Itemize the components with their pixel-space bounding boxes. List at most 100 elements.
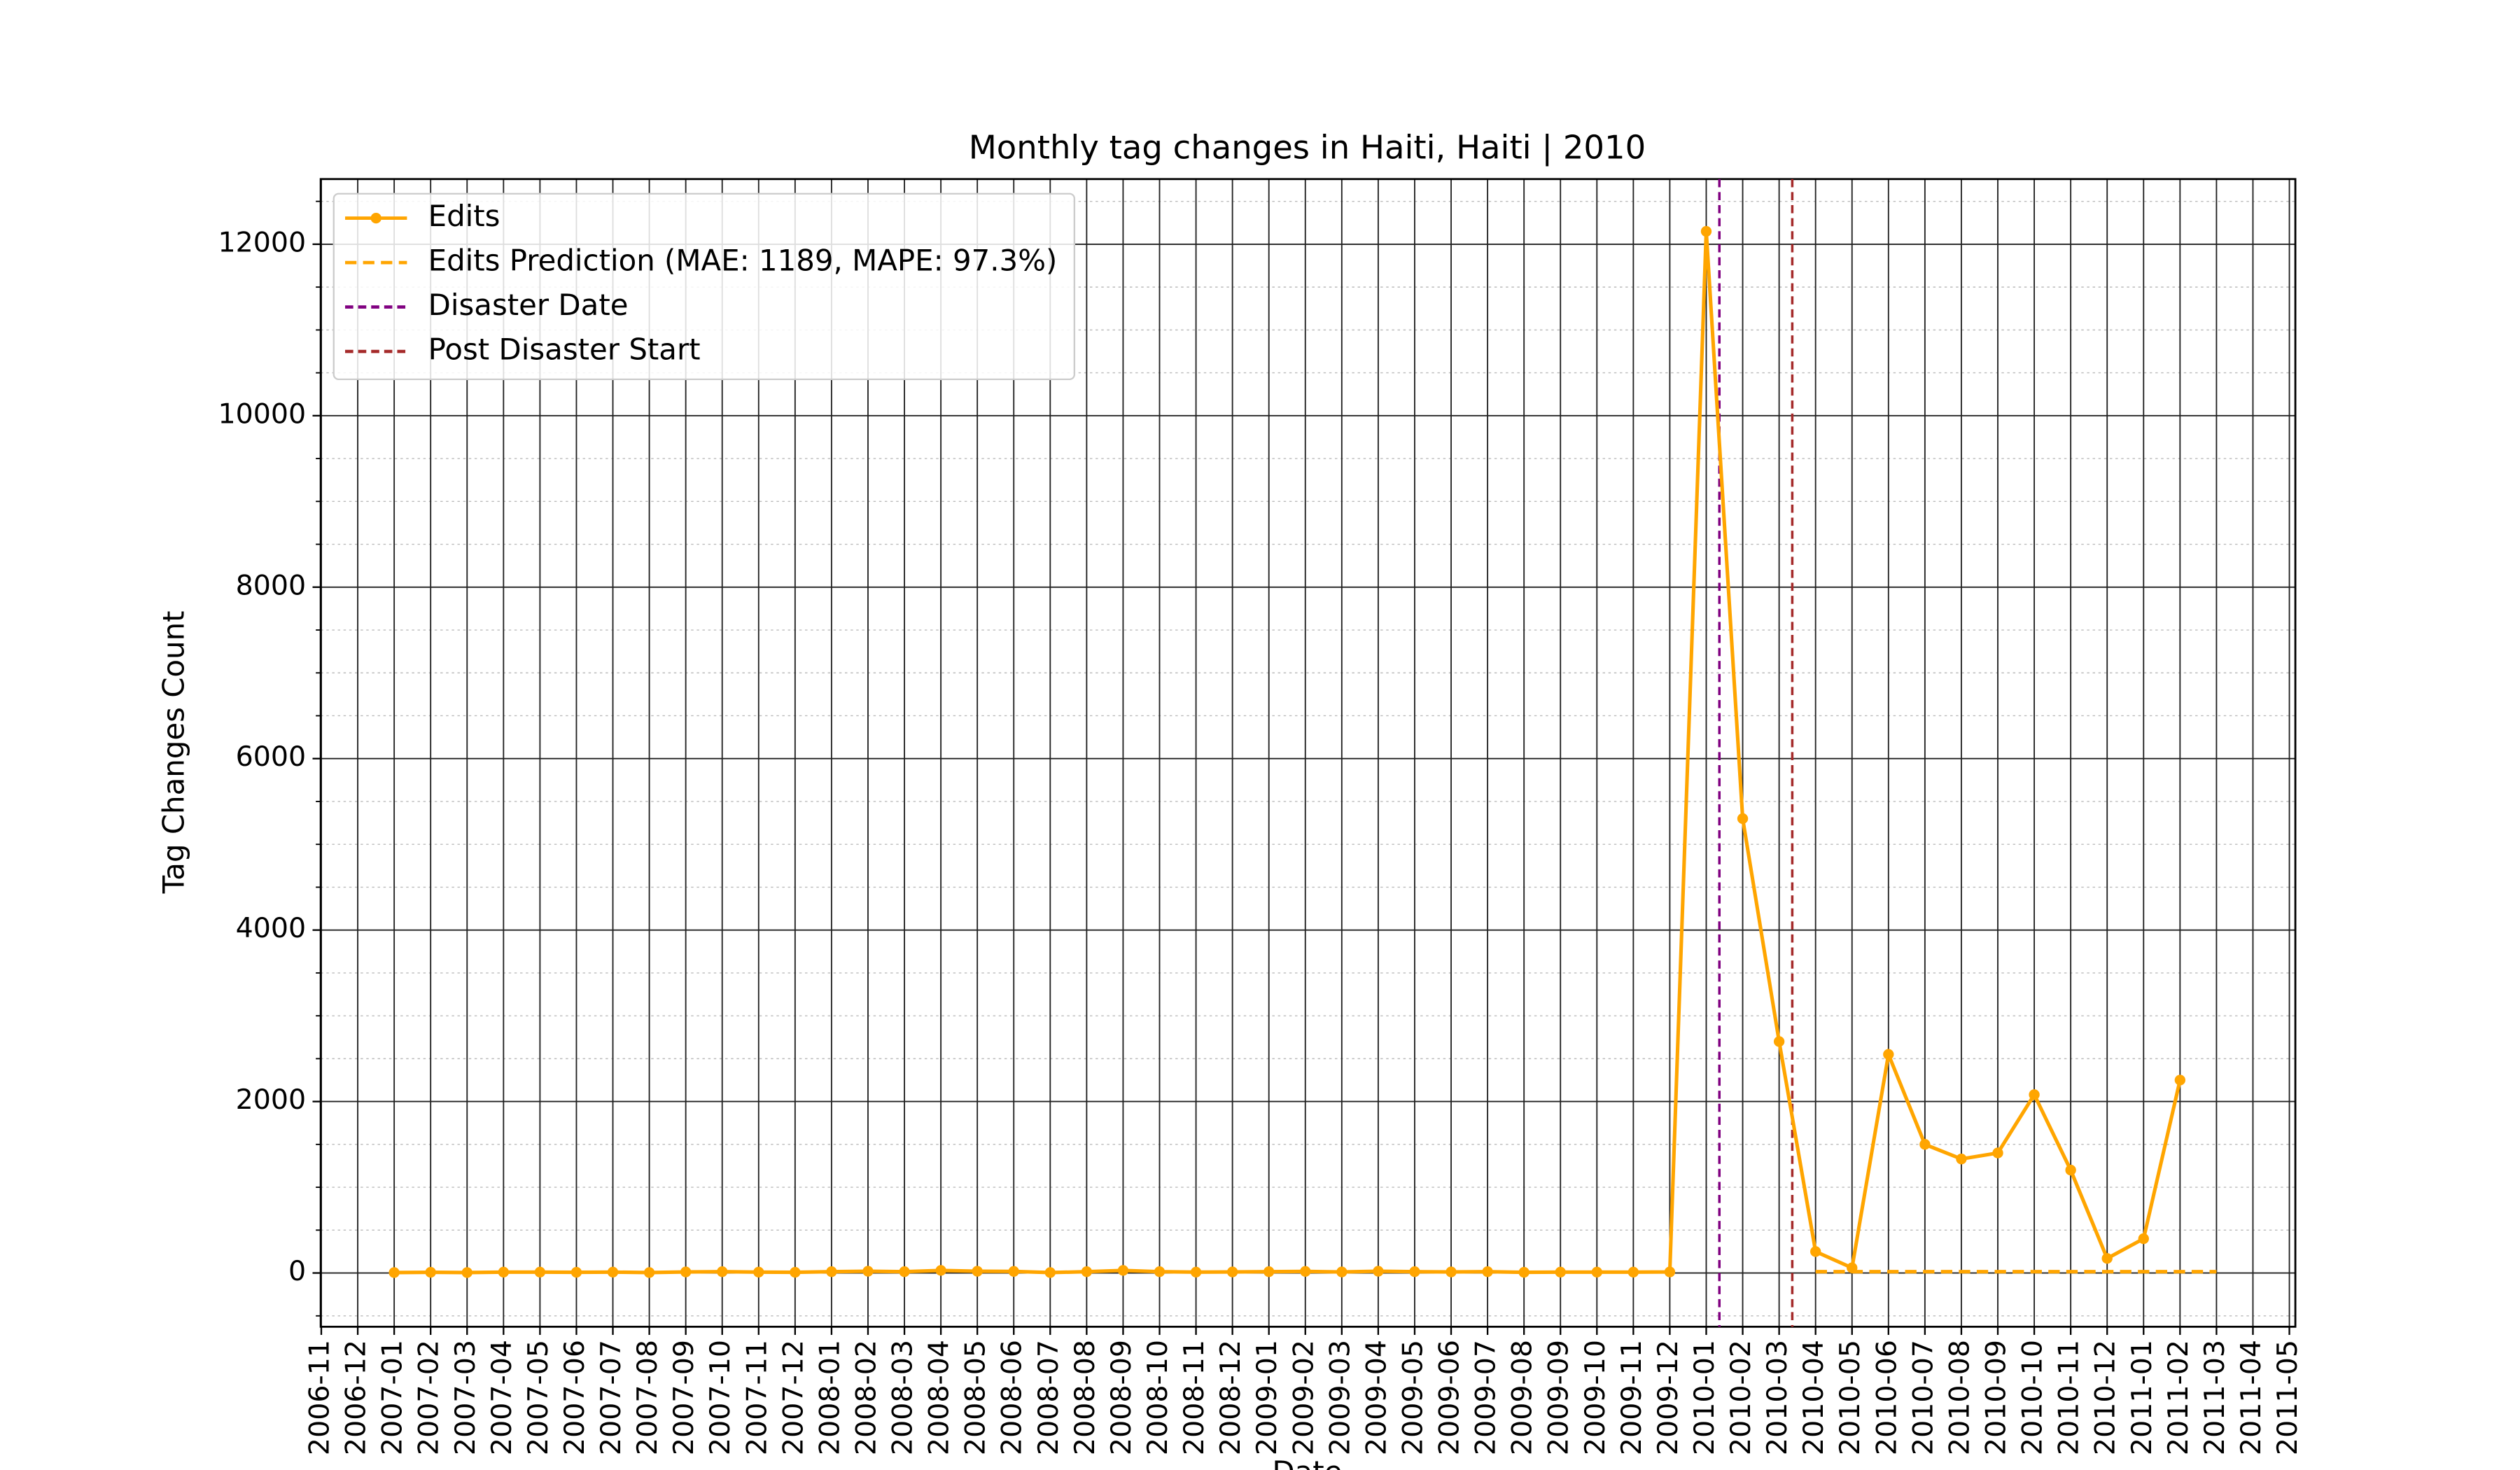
y-tick-label: 0 — [288, 1255, 306, 1287]
data-point — [461, 1267, 472, 1278]
y-tick-label: 10000 — [218, 398, 306, 430]
data-point — [1446, 1266, 1457, 1278]
data-point — [1518, 1266, 1530, 1278]
x-tick-label: 2008-05 — [960, 1340, 992, 1455]
data-point — [1664, 1266, 1676, 1278]
x-tick-label: 2010-07 — [1907, 1340, 1939, 1455]
data-point — [826, 1266, 837, 1278]
x-tick-label: 2007-10 — [704, 1340, 736, 1455]
x-tick-label: 2006-11 — [303, 1340, 335, 1455]
data-point — [862, 1266, 874, 1277]
x-tick-label: 2010-09 — [1980, 1340, 2012, 1455]
x-tick-label: 2009-06 — [1434, 1340, 1466, 1455]
x-tick-label: 2009-01 — [1251, 1340, 1283, 1455]
legend-label: Disaster Date — [428, 288, 629, 322]
x-tick-label: 2009-02 — [1287, 1340, 1320, 1455]
x-tick-label: 2008-10 — [1142, 1340, 1174, 1455]
data-point — [972, 1266, 983, 1277]
x-tick-label: 2011-05 — [2272, 1340, 2304, 1455]
x-tick-label: 2009-03 — [1324, 1340, 1356, 1455]
x-tick-label: 2008-08 — [1069, 1340, 1101, 1455]
y-tick-label: 4000 — [236, 912, 307, 944]
data-point — [2065, 1164, 2076, 1176]
data-point — [1737, 813, 1749, 825]
data-point — [534, 1266, 546, 1278]
data-point — [1919, 1139, 1931, 1150]
x-tick-label: 2009-04 — [1360, 1340, 1392, 1455]
x-tick-label: 2009-08 — [1506, 1340, 1539, 1455]
x-tick-label: 2008-07 — [1032, 1340, 1065, 1455]
data-point — [753, 1266, 764, 1278]
y-axis-label: Tag Changes Count — [157, 610, 191, 894]
x-tick-label: 2007-08 — [631, 1340, 664, 1455]
x-tick-label: 2008-06 — [996, 1340, 1028, 1455]
x-tick-label: 2007-04 — [486, 1340, 518, 1455]
data-point — [1081, 1266, 1093, 1278]
x-tick-label: 2006-12 — [340, 1340, 372, 1455]
x-tick-label: 2008-03 — [887, 1340, 919, 1455]
x-tick-label: 2010-04 — [1798, 1340, 1830, 1455]
data-point — [1117, 1265, 1129, 1276]
data-point — [1482, 1266, 1493, 1278]
data-point — [2138, 1233, 2149, 1245]
data-point — [607, 1266, 619, 1278]
x-tick-label: 2009-12 — [1652, 1340, 1684, 1455]
data-point — [2101, 1253, 2113, 1264]
x-tick-label: 2008-02 — [850, 1340, 882, 1455]
x-tick-label: 2007-12 — [777, 1340, 809, 1455]
data-point — [935, 1265, 946, 1276]
data-point — [2174, 1074, 2186, 1086]
x-tick-label: 2010-06 — [1870, 1340, 1903, 1455]
data-point — [1409, 1266, 1420, 1278]
x-tick-label: 2007-09 — [668, 1340, 700, 1455]
x-tick-label: 2007-01 — [377, 1340, 409, 1455]
x-tick-label: 2010-03 — [1761, 1340, 1793, 1455]
data-point — [1044, 1267, 1056, 1278]
x-tick-label: 2009-09 — [1543, 1340, 1575, 1455]
data-point — [717, 1266, 728, 1278]
legend-box — [332, 192, 1076, 381]
x-tick-label: 2011-03 — [2199, 1340, 2231, 1455]
x-tick-label: 2007-06 — [559, 1340, 591, 1455]
data-point — [1773, 1036, 1785, 1047]
x-tick-label: 2007-07 — [595, 1340, 627, 1455]
x-tick-label: 2010-11 — [2053, 1340, 2085, 1455]
x-tick-label: 2008-09 — [1105, 1340, 1138, 1455]
x-tick-label: 2007-02 — [413, 1340, 445, 1455]
data-point — [643, 1267, 655, 1278]
data-point — [1373, 1266, 1384, 1277]
chart-title: Monthly tag changes in Haiti, Haiti | 20… — [969, 128, 1646, 167]
data-point — [498, 1266, 509, 1278]
y-tick-label: 8000 — [236, 569, 307, 601]
x-tick-label: 2010-08 — [1943, 1340, 1975, 1455]
x-tick-label: 2011-01 — [2126, 1340, 2158, 1455]
x-tick-label: 2010-05 — [1834, 1340, 1866, 1455]
data-point — [1226, 1266, 1238, 1278]
data-point — [1300, 1266, 1311, 1278]
legend-label: Post Disaster Start — [428, 332, 701, 367]
data-point — [1555, 1266, 1566, 1278]
x-tick-label: 2011-04 — [2235, 1340, 2267, 1455]
x-tick-label: 2009-07 — [1470, 1340, 1502, 1455]
data-point — [1008, 1266, 1019, 1278]
x-tick-label: 2008-04 — [923, 1340, 955, 1455]
data-point — [1992, 1147, 2003, 1158]
x-axis-label: Date — [1272, 1455, 1342, 1470]
series-line — [394, 231, 2182, 1275]
x-tick-label: 2010-02 — [1725, 1340, 1757, 1455]
x-tick-label: 2009-11 — [1616, 1340, 1648, 1455]
data-point — [1154, 1266, 1166, 1278]
data-point — [1883, 1049, 1894, 1060]
data-point — [388, 1267, 400, 1278]
legend-marker — [370, 212, 382, 224]
y-tick-label: 12000 — [218, 226, 306, 258]
data-point — [570, 1266, 582, 1278]
x-tick-label: 2007-11 — [741, 1340, 773, 1455]
x-tick-label: 2008-11 — [1178, 1340, 1210, 1455]
data-point — [1628, 1266, 1639, 1278]
y-tick-label: 2000 — [236, 1084, 307, 1116]
data-point — [1810, 1246, 1821, 1257]
plot-frame — [319, 178, 2297, 1328]
data-point — [899, 1266, 910, 1278]
